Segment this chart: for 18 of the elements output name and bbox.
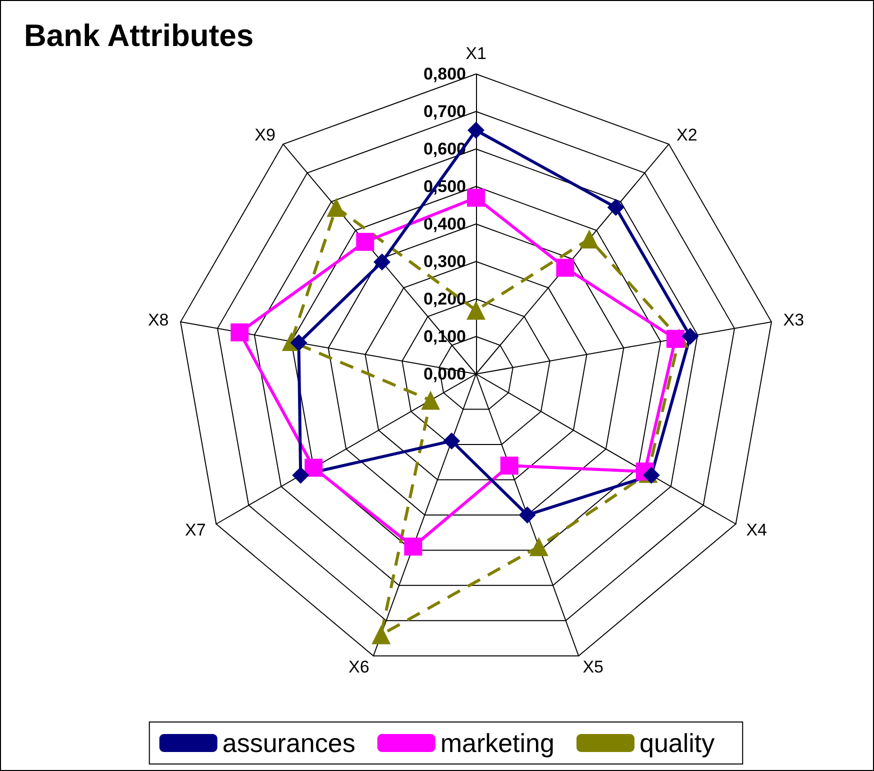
spoke-label: X2	[676, 125, 698, 144]
chart-title: Bank Attributes	[24, 18, 254, 53]
spoke-label: X5	[582, 658, 604, 677]
spoke-label: X3	[783, 310, 804, 330]
spoke-label: X6	[348, 658, 370, 677]
spoke-label: X7	[185, 520, 206, 540]
legend-label: assurances	[222, 728, 356, 758]
spoke-label: X9	[254, 125, 276, 144]
spoke-label: X1	[466, 44, 486, 63]
y-tick-label: 0,800	[423, 64, 466, 84]
legend-label: quality	[639, 728, 715, 758]
spoke-label: X8	[148, 310, 169, 330]
spoke-label: X4	[746, 520, 767, 540]
y-tick-label: 0,400	[423, 214, 466, 234]
y-tick-label: 0,300	[423, 252, 466, 271]
y-tick-label: 0,700	[423, 102, 466, 121]
y-tick-label: 0,200	[423, 290, 466, 308]
legend-label: marketing	[440, 728, 554, 758]
